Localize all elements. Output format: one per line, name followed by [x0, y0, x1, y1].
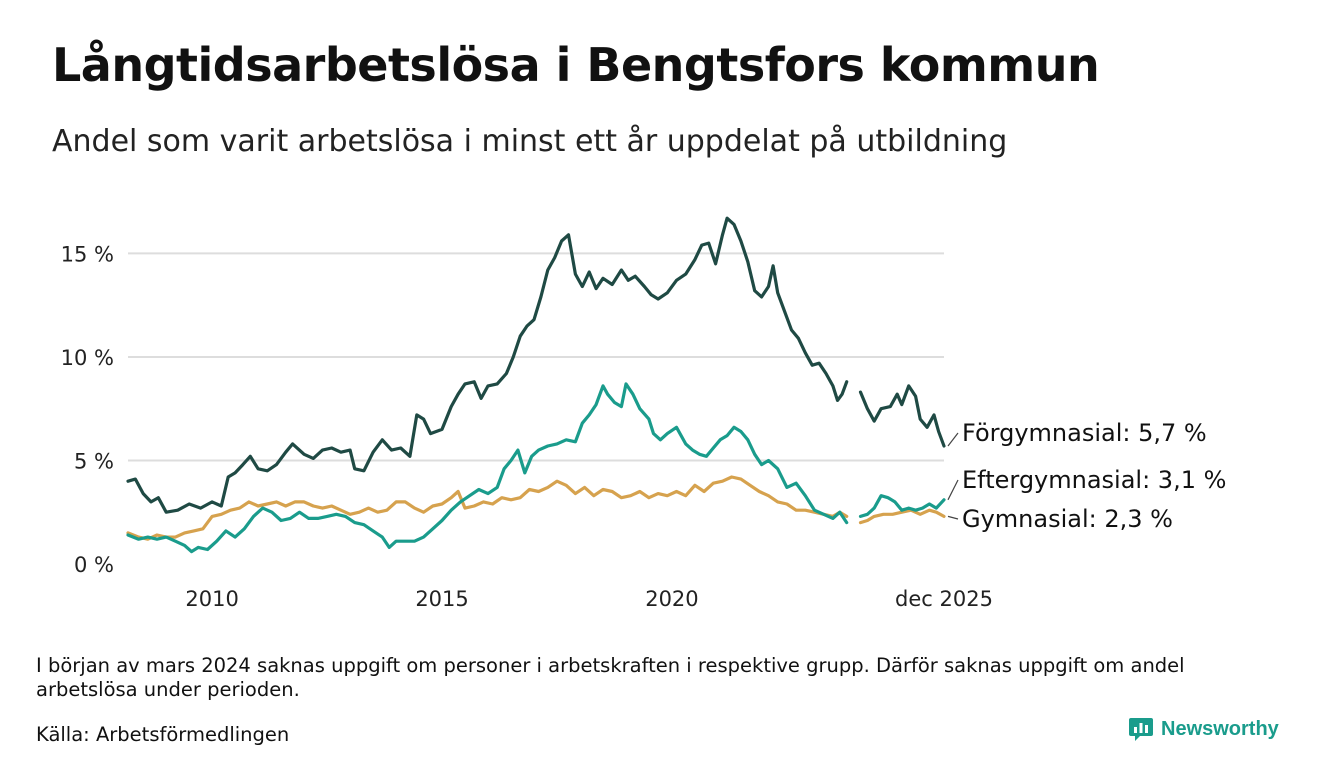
label-connector	[947, 432, 959, 447]
x-tick-label: dec 2025	[895, 587, 993, 611]
source-credit: Källa: Arbetsförmedlingen	[36, 723, 290, 746]
brand-name: Newsworthy	[1161, 717, 1279, 740]
label-connector	[947, 479, 959, 501]
x-axis-ticks: 2010 2015 2020 dec 2025	[185, 587, 993, 611]
series-label: Eftergymnasial: 3,1 %	[962, 466, 1226, 494]
y-tick-label: 5 %	[74, 449, 114, 473]
series-line-gymnasial	[126, 475, 946, 541]
series-line-eftergymnasial	[126, 382, 946, 554]
gridlines	[128, 252, 944, 462]
x-tick-label: 2015	[415, 587, 468, 611]
label-connector	[947, 515, 959, 520]
newsworthy-logo-icon	[1129, 718, 1153, 741]
brand-logo[interactable]: Newsworthy	[1128, 716, 1279, 742]
y-tick-label: 0 %	[74, 553, 114, 577]
x-tick-label: 2020	[645, 587, 698, 611]
page-subtitle: Andel som varit arbetslösa i minst ett å…	[52, 124, 1008, 159]
series-labels: Förgymnasial: 5,7 % Eftergymnasial: 3,1 %…	[947, 419, 1226, 533]
x-tick-label: 2010	[185, 587, 238, 611]
page-title: Långtidsarbetslösa i Bengtsfors kommun	[52, 38, 1100, 92]
series-label: Förgymnasial: 5,7 %	[962, 419, 1207, 447]
series-line-frgymnasial	[126, 216, 946, 514]
y-tick-label: 10 %	[61, 346, 114, 370]
y-tick-label: 15 %	[61, 242, 114, 266]
chart-note: I början av mars 2024 saknas uppgift om …	[36, 654, 1185, 701]
series-label: Gymnasial: 2,3 %	[962, 505, 1173, 533]
y-axis-ticks: 0 % 5 % 10 % 15 %	[61, 242, 114, 577]
series-lines	[126, 216, 946, 554]
line-chart: 0 % 5 % 10 % 15 % 2010 2015 2020 dec 2025 Förg…	[61, 216, 1226, 611]
